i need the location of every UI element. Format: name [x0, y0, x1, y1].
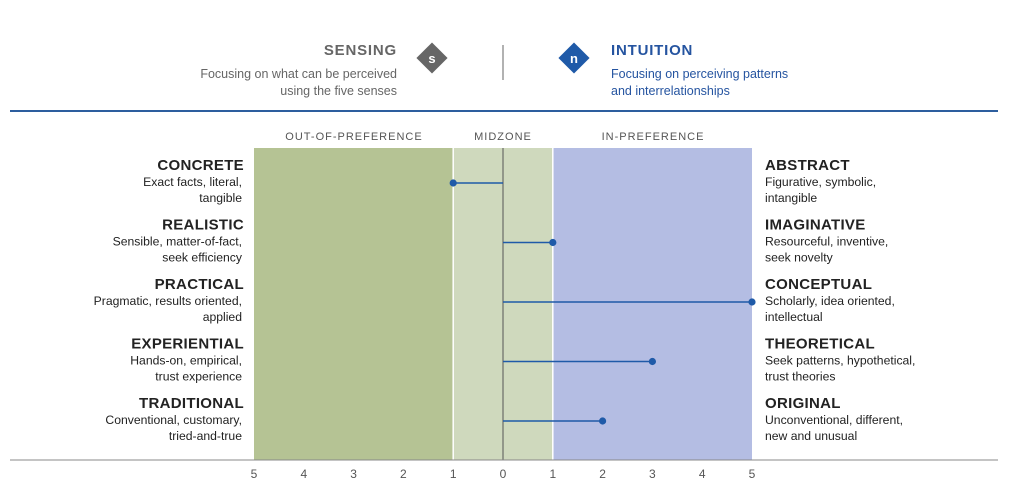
facet-right-desc2: trust theories: [765, 370, 835, 384]
intuition-header: n INTUITION Focusing on perceiving patte…: [558, 42, 788, 98]
sensing-letter: s: [428, 51, 435, 66]
facet-left-title: PRACTICAL: [155, 276, 244, 293]
facet-right-title: CONCEPTUAL: [765, 276, 872, 293]
facet-markers: [449, 179, 756, 425]
x-tick-label: 5: [251, 467, 258, 481]
facet-left-desc2: tangible: [199, 191, 242, 205]
intuition-title: INTUITION: [611, 42, 693, 59]
facet-left-desc2: seek efficiency: [162, 251, 243, 265]
intuition-letter: n: [570, 51, 578, 66]
facet-right-desc1: Unconventional, different,: [765, 413, 903, 427]
x-tick-label: 4: [699, 467, 706, 481]
zone-out-of-preference: [254, 148, 454, 460]
facet-right-desc1: Resourceful, inventive,: [765, 235, 888, 249]
facet-right-desc2: intangible: [765, 191, 817, 205]
facet-right-title: THEORETICAL: [765, 336, 875, 353]
sensing-diamond-icon: [416, 42, 448, 74]
facet-right-desc2: intellectual: [765, 310, 823, 324]
facet-left-desc2: tried-and-true: [169, 429, 242, 443]
facet-right-title: IMAGINATIVE: [765, 217, 866, 234]
facet-left-desc2: applied: [203, 310, 242, 324]
facet-point: [748, 298, 756, 306]
facet-left-desc1: Exact facts, literal,: [143, 175, 242, 189]
facet-point: [449, 179, 457, 187]
zone-bands: [254, 148, 752, 460]
sensing-header: SENSING Focusing on what can be perceive…: [200, 42, 448, 98]
x-tick-label: 2: [400, 467, 407, 481]
facet-left-desc1: Conventional, customary,: [105, 413, 242, 427]
facet-left-title: TRADITIONAL: [139, 395, 244, 412]
x-tick-label: 2: [599, 467, 606, 481]
sensing-desc-line2: using the five senses: [280, 84, 397, 98]
x-axis-ticks: 5 4 3 2 1 0 1 2 3 4 5: [251, 467, 756, 481]
facet-point: [648, 357, 657, 366]
x-tick-label: 4: [300, 467, 307, 481]
facet-right-desc1: Seek patterns, hypothetical,: [765, 354, 915, 368]
zone-label-out-of-preference: OUT-OF-PREFERENCE: [285, 131, 422, 143]
facet-left-desc1: Pragmatic, results oriented,: [94, 294, 242, 308]
facet-point: [549, 238, 557, 247]
facet-right-title: ABSTRACT: [765, 157, 850, 174]
zone-label-midzone: MIDZONE: [474, 131, 532, 143]
facet-left-desc1: Sensible, matter-of-fact,: [113, 235, 242, 249]
facet-left-title: CONCRETE: [157, 157, 244, 174]
x-tick-label: 0: [500, 467, 507, 481]
x-tick-label: 3: [350, 467, 357, 481]
facet-right-desc1: Scholarly, idea oriented,: [765, 294, 895, 308]
intuition-desc-line1: Focusing on perceiving patterns: [611, 67, 788, 81]
facet-right-desc2: new and unusual: [765, 429, 857, 443]
facet-left-title: EXPERIENTIAL: [131, 336, 244, 353]
facet-left-desc2: trust experience: [155, 370, 242, 384]
sensing-title: SENSING: [324, 42, 397, 59]
intuition-desc-line2: and interrelationships: [611, 84, 730, 98]
x-tick-label: 1: [450, 467, 457, 481]
facet-left-title: REALISTIC: [162, 217, 244, 234]
x-tick-label: 1: [549, 467, 556, 481]
zone-label-in-preference: IN-PREFERENCE: [602, 131, 705, 143]
sensing-desc-line1: Focusing on what can be perceived: [200, 67, 397, 81]
facet-left-desc1: Hands-on, empirical,: [130, 354, 242, 368]
facet-right-desc2: seek novelty: [765, 251, 834, 265]
x-tick-label: 3: [649, 467, 656, 481]
facet-point: [599, 417, 607, 425]
facet-right-title: ORIGINAL: [765, 395, 841, 412]
zone-in-preference: [552, 148, 752, 460]
facet-right-desc1: Figurative, symbolic,: [765, 175, 876, 189]
x-tick-label: 5: [749, 467, 756, 481]
